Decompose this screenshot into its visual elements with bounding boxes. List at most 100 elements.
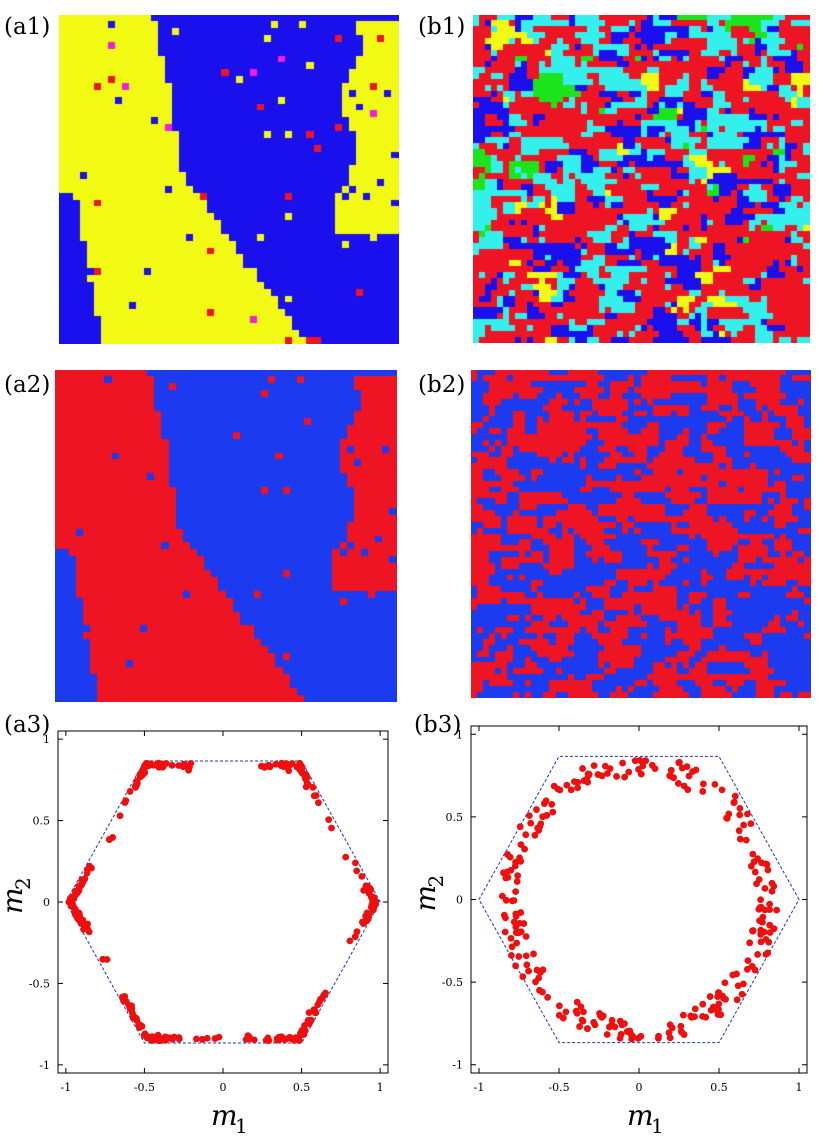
data-point (521, 845, 529, 853)
x-tick-label: 1 (796, 1081, 803, 1094)
data-point (180, 760, 188, 768)
data-point (674, 780, 682, 787)
data-point (751, 868, 759, 876)
data-point (747, 862, 755, 870)
data-point (522, 831, 530, 839)
data-point (749, 927, 756, 935)
data-point (684, 786, 692, 794)
data-point (507, 934, 515, 942)
data-point (757, 938, 765, 946)
data-point (666, 1021, 674, 1029)
data-point (141, 764, 149, 772)
data-point (290, 1037, 298, 1044)
data-point (636, 757, 644, 764)
data-point (159, 762, 167, 770)
data-point (733, 996, 741, 1004)
data-point (299, 769, 306, 777)
y-tick-label: -1 (452, 1059, 463, 1072)
data-point (81, 875, 89, 882)
data-point (768, 887, 776, 895)
data-point (747, 820, 755, 828)
data-point (317, 995, 324, 1003)
data-point (577, 1003, 585, 1011)
data-point (548, 800, 556, 808)
panel-label-b3: (b3) (414, 712, 462, 738)
data-point (764, 866, 772, 874)
data-point (585, 771, 593, 779)
data-point (302, 774, 310, 782)
data-point (85, 928, 93, 936)
data-point (580, 1008, 587, 1016)
data-point (576, 1023, 583, 1030)
data-point (522, 933, 530, 940)
data-point (736, 804, 744, 812)
data-point (132, 783, 139, 791)
y-tick-label: 1 (456, 728, 463, 741)
data-point (759, 918, 766, 926)
data-point (365, 886, 373, 894)
data-point (717, 1011, 725, 1019)
data-point (735, 827, 743, 835)
data-point (699, 1000, 707, 1008)
data-point (729, 971, 737, 979)
data-point (250, 1036, 258, 1044)
spin-map-b1 (473, 15, 810, 343)
data-point (510, 897, 518, 904)
data-point (154, 1031, 162, 1039)
data-point (742, 836, 750, 844)
data-point (535, 974, 543, 982)
data-point (699, 1012, 706, 1020)
data-point (754, 855, 761, 863)
x-tick-label: -0.5 (134, 1081, 155, 1094)
data-point (584, 778, 592, 786)
data-point (626, 1027, 634, 1035)
data-point (342, 853, 350, 861)
data-point (502, 874, 510, 882)
data-point (563, 781, 571, 789)
y-tick-label: 1 (43, 733, 50, 746)
data-point (363, 909, 371, 917)
data-point (501, 928, 509, 936)
data-point (314, 1001, 322, 1009)
data-point (512, 929, 520, 937)
data-point (637, 1032, 645, 1040)
data-point (766, 900, 774, 908)
data-point (359, 918, 366, 926)
hexagon-boundary (65, 760, 381, 1044)
data-point (203, 1034, 211, 1042)
data-point (131, 1014, 139, 1022)
data-point (364, 915, 372, 923)
data-point (257, 762, 265, 770)
data-point (531, 831, 539, 839)
data-point (536, 969, 544, 976)
data-point (328, 824, 335, 832)
data-point (689, 768, 697, 775)
y-axis-subscript: 2 (11, 877, 35, 890)
data-point (743, 965, 751, 973)
data-point (508, 943, 516, 951)
data-point (550, 782, 558, 790)
data-point (525, 967, 532, 975)
data-point (590, 762, 598, 770)
data-point (642, 757, 650, 765)
data-point (676, 758, 683, 766)
data-point (749, 850, 757, 858)
data-point (512, 910, 520, 918)
data-point (273, 1035, 281, 1043)
data-point (570, 778, 578, 786)
data-point (688, 1013, 696, 1021)
data-point (516, 919, 523, 927)
x-tick-label: 0 (220, 1081, 227, 1094)
data-point (691, 1005, 699, 1013)
data-point (573, 1009, 581, 1017)
data-point (513, 939, 521, 947)
data-point (761, 906, 769, 914)
data-point (562, 1008, 570, 1016)
data-point (567, 786, 575, 794)
data-point (503, 868, 511, 876)
data-point (69, 895, 77, 903)
panel-label-a1: (a1) (4, 14, 51, 40)
data-point (80, 925, 87, 933)
data-point (699, 780, 707, 788)
x-tick-label: 0.5 (293, 1081, 311, 1094)
